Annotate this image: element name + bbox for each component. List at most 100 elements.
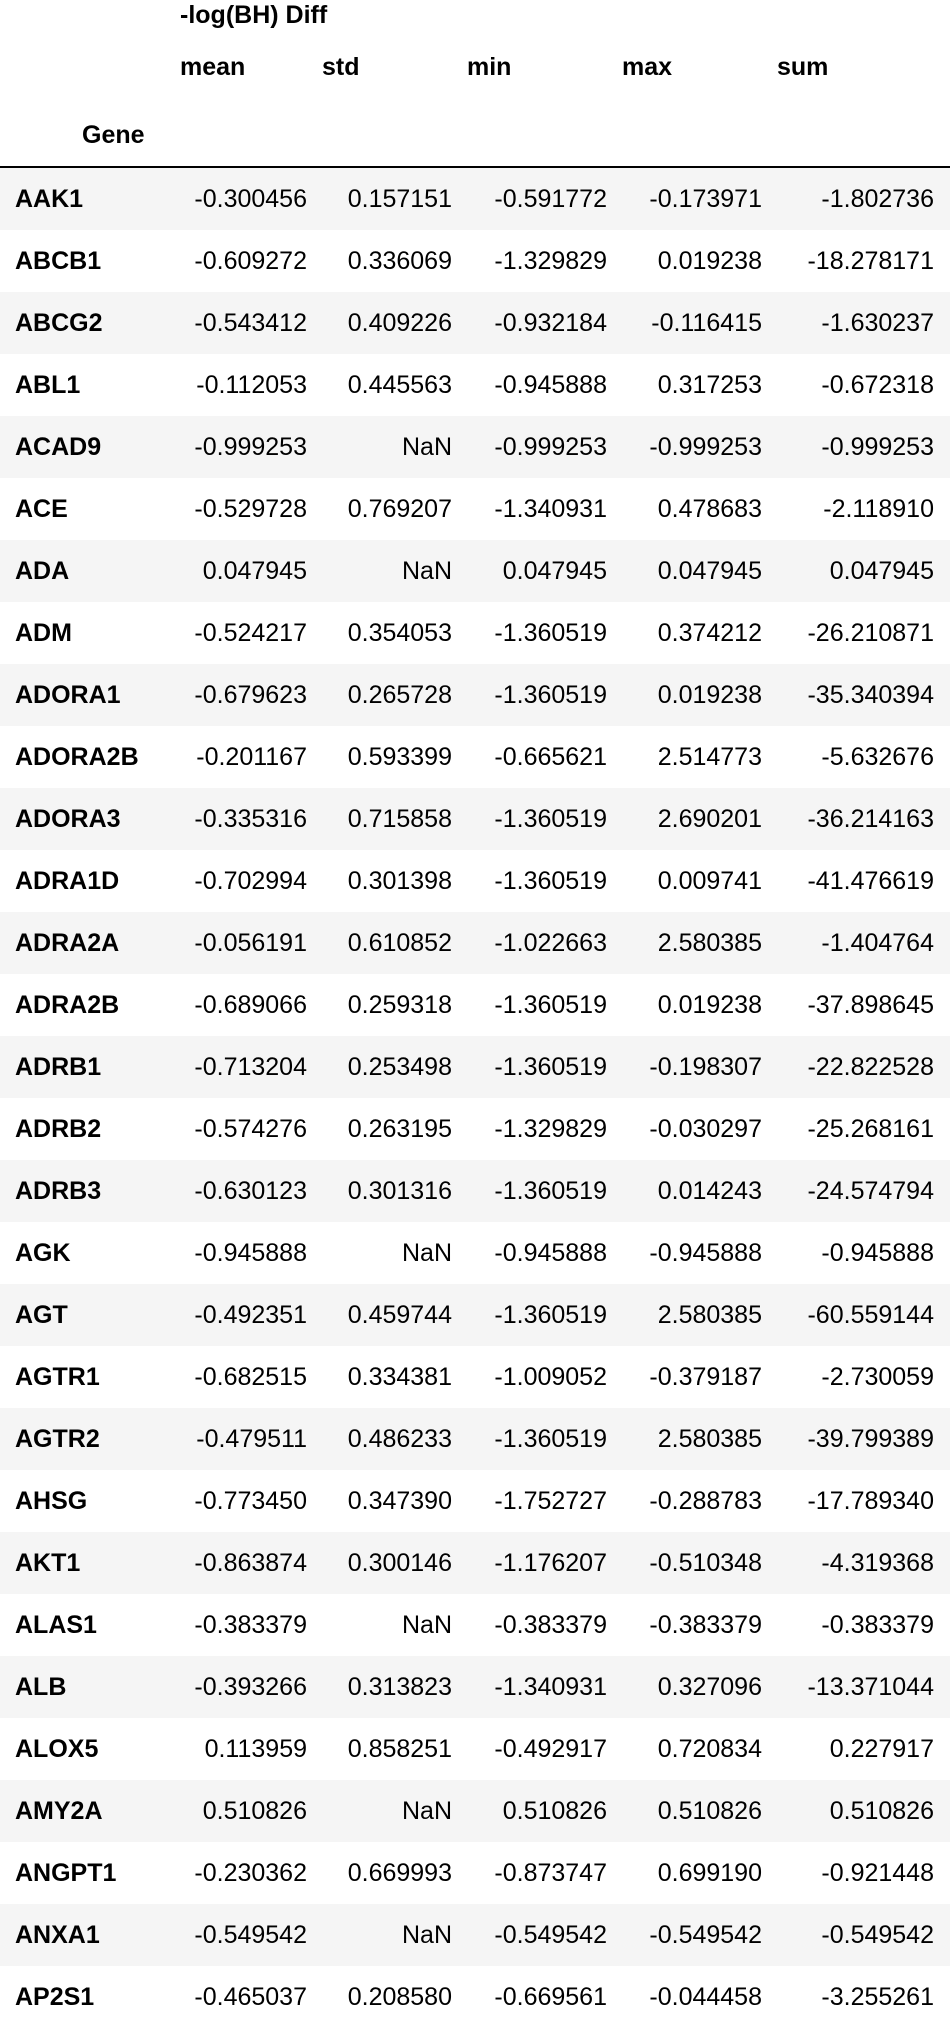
cell-mean: -0.682515 [194,1362,307,1391]
cell-max: 0.510826 [657,1796,762,1825]
row-gene-label: ADORA1 [15,680,121,709]
table-row: AMY2A 0.510826 NaN 0.510826 0.510826 0.510826 [0,1780,950,1842]
cell-sum: -41.476619 [807,866,934,895]
cell-mean: 0.510826 [202,1796,307,1825]
table-body: AAK1 -0.300456 0.157151 -0.591772 -0.173971 -… [0,168,950,2028]
cell-std: 0.459744 [347,1300,452,1329]
table-row: AGTR2 -0.479511 0.486233 -1.360519 2.580385 -… [0,1408,950,1470]
cell-mean: -0.492351 [194,1300,307,1329]
cell-std: NaN [401,1610,452,1639]
cell-mean: -0.679623 [194,680,307,709]
table-row: ADA 0.047945 NaN 0.047945 0.047945 0.047945 [0,540,950,602]
cell-sum: -18.278171 [807,246,934,275]
cell-max: 0.374212 [657,618,762,647]
cell-sum: -22.822528 [807,1052,934,1081]
cell-mean: -0.630123 [194,1176,307,1205]
cell-min: -1.360519 [494,1424,607,1453]
cell-std: 0.208580 [347,1982,452,2011]
cell-sum: -0.921448 [821,1858,934,1887]
cell-sum: -24.574794 [807,1176,934,1205]
header-index-row: Gene [0,104,950,168]
cell-max: 2.580385 [657,928,762,957]
cell-mean: -0.713204 [194,1052,307,1081]
table-row: ALB -0.393266 0.313823 -1.340931 0.327096 -13… [0,1656,950,1718]
cell-min: -1.360519 [494,680,607,709]
row-gene-label: ADRA1D [15,866,120,895]
cell-std: 0.445563 [347,370,452,399]
table-row: ADORA3 -0.335316 0.715858 -1.360519 2.690201… [0,788,950,850]
cell-std: 0.769207 [347,494,452,523]
cell-std: NaN [401,1920,452,1949]
table-row: ADM -0.524217 0.354053 -1.360519 0.374212 -26… [0,602,950,664]
row-gene-label: ADRB2 [15,1114,102,1143]
cell-min: -0.945888 [494,1238,607,1267]
row-gene-label: ADRA2A [15,928,120,957]
cell-sum: -5.632676 [821,742,934,771]
cell-std: 0.265728 [347,680,452,709]
row-gene-label: ADM [15,618,72,647]
column-header-std: std [322,53,360,81]
row-gene-label: ACE [15,494,68,523]
cell-mean: -0.529728 [194,494,307,523]
table-row: AHSG -0.773450 0.347390 -1.752727 -0.288783 -… [0,1470,950,1532]
cell-min: -1.752727 [494,1486,607,1515]
cell-mean: -0.383379 [194,1610,307,1639]
row-gene-label: ADORA3 [15,804,121,833]
cell-std: 0.669993 [347,1858,452,1887]
cell-sum: -1.404764 [821,928,934,957]
row-gene-label: AGT [15,1300,68,1329]
row-gene-label: ALOX5 [15,1734,99,1763]
cell-min: -0.945888 [494,370,607,399]
cell-mean: -0.609272 [194,246,307,275]
cell-sum: -0.672318 [821,370,934,399]
table-row: ANXA1 -0.549542 NaN -0.549542 -0.549542 -0.54… [0,1904,950,1966]
cell-sum: -4.319368 [821,1548,934,1577]
table-row: ABL1 -0.112053 0.445563 -0.945888 0.317253 -0… [0,354,950,416]
table-row: ALOX5 0.113959 0.858251 -0.492917 0.720834 0.… [0,1718,950,1780]
cell-std: 0.610852 [347,928,452,957]
cell-std: 0.301316 [347,1176,452,1205]
cell-mean: -0.465037 [194,1982,307,2011]
cell-min: -0.591772 [494,184,607,213]
cell-std: NaN [401,1238,452,1267]
row-gene-label: AP2S1 [15,1982,95,2011]
cell-sum: -1.802736 [821,184,934,213]
column-group-label: -log(BH) Diff [180,1,328,29]
cell-mean: -0.524217 [194,618,307,647]
cell-min: -0.492917 [494,1734,607,1763]
row-gene-label: ALAS1 [15,1610,97,1639]
cell-max: -0.288783 [649,1486,762,1515]
cell-sum: -2.118910 [823,494,934,523]
cell-std: 0.157151 [347,184,452,213]
cell-sum: -3.255261 [821,1982,934,2011]
row-gene-label: ACAD9 [15,432,102,461]
cell-sum: -0.999253 [821,432,934,461]
cell-std: 0.334381 [347,1362,452,1391]
cell-max: -0.510348 [649,1548,762,1577]
cell-mean: -0.335316 [194,804,307,833]
cell-std: 0.354053 [347,618,452,647]
cell-std: 0.336069 [347,246,452,275]
cell-std: 0.259318 [347,990,452,1019]
cell-mean: -0.549542 [194,1920,307,1949]
cell-min: -1.340931 [494,494,607,523]
cell-sum: -17.789340 [807,1486,934,1515]
table-row: ADRB2 -0.574276 0.263195 -1.329829 -0.030297… [0,1098,950,1160]
cell-mean: -0.689066 [194,990,307,1019]
row-gene-label: AGTR2 [15,1424,100,1453]
cell-max: 0.327096 [657,1672,762,1701]
column-header-sum: sum [777,53,829,81]
cell-std: 0.313823 [347,1672,452,1701]
cell-min: -1.009052 [494,1362,607,1391]
cell-max: -0.030297 [649,1114,762,1143]
cell-mean: -0.201167 [196,742,307,771]
cell-min: 0.510826 [502,1796,607,1825]
header-group-row: -log(BH) Diff [0,0,950,31]
cell-sum: -26.210871 [807,618,934,647]
row-gene-label: AGK [15,1238,71,1267]
cell-sum: -1.630237 [821,308,934,337]
cell-min: -1.329829 [494,1114,607,1143]
cell-min: -1.360519 [494,866,607,895]
row-gene-label: AAK1 [15,184,84,213]
